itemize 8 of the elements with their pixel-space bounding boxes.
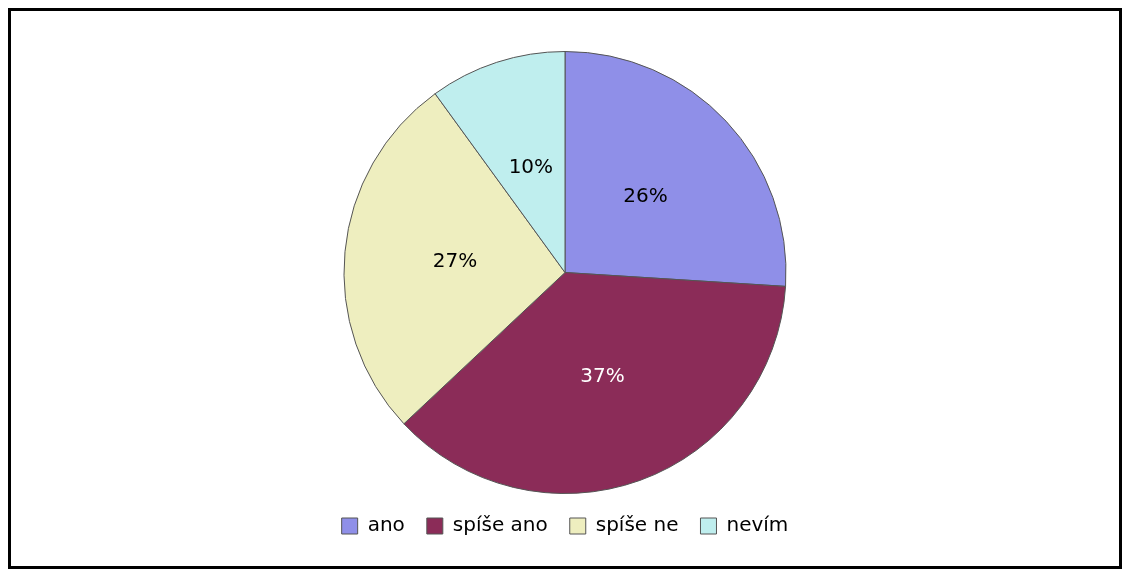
legend-label: spíše ne <box>595 512 679 537</box>
data-label: 26% <box>623 183 668 208</box>
data-label: 37% <box>580 362 625 387</box>
legend-label: spíše ano <box>452 512 548 537</box>
legend-label: nevím <box>726 512 789 537</box>
data-label: 10% <box>508 153 554 178</box>
legend-label: ano <box>367 512 405 537</box>
data-label: 27% <box>432 248 478 273</box>
